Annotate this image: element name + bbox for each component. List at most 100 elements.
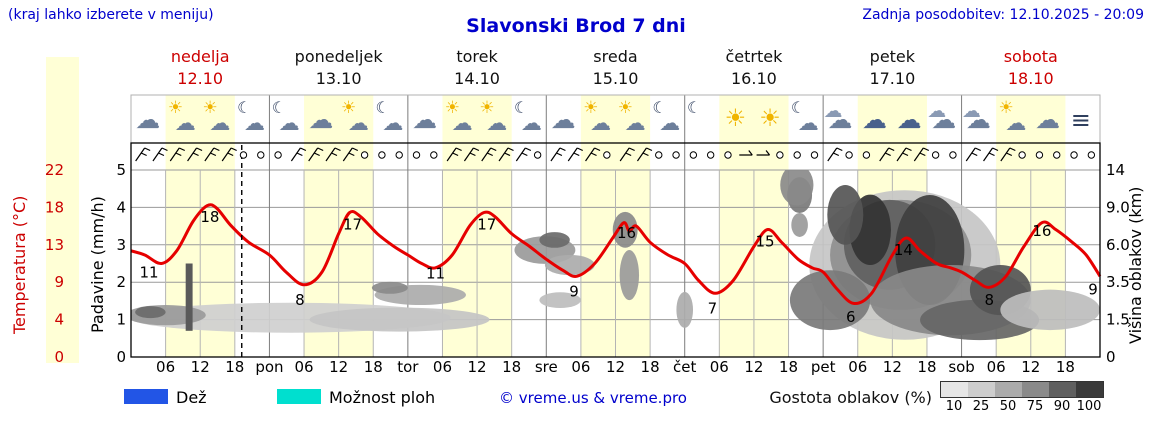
wind-barb (567, 147, 583, 162)
wind-calm-marker (949, 151, 957, 159)
plot-frame (130, 94, 1101, 358)
x-day-tick: čet (673, 358, 696, 376)
wind-calm-marker (412, 151, 421, 159)
density-step (1022, 382, 1049, 397)
wind-barb (619, 147, 635, 162)
wind-barb (515, 147, 532, 162)
precip-bar (185, 263, 193, 331)
wind-barb (896, 147, 912, 162)
temperature-curve (130, 203, 1102, 306)
weather-icon: ☀ ☁ (339, 98, 373, 142)
left-axis-strip (46, 57, 79, 363)
wind-calm-marker (862, 151, 871, 159)
temp-axis-tick: 4 (54, 311, 64, 329)
sun-icon: ☀ (167, 98, 184, 118)
wind-barb (1000, 147, 1016, 162)
density-tick-label: 25 (972, 399, 990, 414)
weather-icon: ☀ (754, 98, 788, 142)
weather-icon: ☾ ☁ (512, 98, 546, 142)
day-date: 16.10 (731, 69, 777, 88)
cloud-blob (789, 270, 871, 331)
weather-icon: ☾ ☁ (235, 98, 269, 142)
x-day-tick: pon (255, 358, 283, 376)
x-hour-tick: 12 (468, 358, 487, 376)
weather-icon: ☁ (893, 98, 927, 142)
wind-calm-marker (430, 151, 438, 159)
wind-calm-marker (655, 151, 663, 159)
density-step (968, 382, 995, 397)
sun-icon: ☀ (583, 98, 599, 118)
x-hour-tick: 18 (364, 358, 383, 376)
wind-calm-marker (1053, 151, 1061, 159)
density-tick-label: 90 (1053, 399, 1071, 414)
temp-value-label: 17 (343, 216, 362, 234)
wind-calm-marker (603, 151, 611, 159)
day-name: četrtek (725, 47, 783, 66)
temp-value-label: 16 (1032, 222, 1051, 240)
wind-barb (827, 147, 843, 162)
sun-icon: ☀ (998, 98, 1014, 118)
x-day-tick: tor (397, 358, 419, 376)
rain-legend-swatch (124, 389, 168, 404)
x-hour-tick: 12 (606, 358, 625, 376)
wind-barb (342, 147, 359, 162)
temp-value-label: 8 (984, 291, 994, 309)
temp-value-label: 9 (569, 283, 579, 301)
cloud-density-scale (940, 381, 1104, 398)
x-hour-tick: 06 (848, 358, 867, 376)
fog-icon: ≡ (1070, 106, 1091, 134)
cloud-icon: ☁ (827, 105, 853, 134)
cloud-icon: ☁ (823, 100, 843, 122)
x-hour-tick: 12 (744, 358, 763, 376)
moon-icon: ☾ (790, 98, 806, 117)
weather-icon: ☾ ☁ (270, 98, 304, 142)
density-tick-label: 10 (945, 399, 963, 414)
x-day-tick: sre (535, 358, 558, 376)
sun-icon: ☀ (724, 104, 747, 132)
day-name: sreda (593, 47, 638, 66)
wind-barb (965, 147, 981, 162)
wind-barb (135, 147, 151, 162)
cloud-icon: ☁ (486, 111, 508, 135)
moon-icon: ☾ (687, 98, 702, 117)
cloud-blob (539, 232, 570, 248)
sun-icon: ☀ (617, 98, 634, 118)
temp-value-label: 18 (200, 208, 219, 226)
temp-axis-tick: 13 (45, 236, 64, 254)
wind-barb (446, 147, 462, 162)
cloud-axis-tick: 6.0 (1106, 236, 1130, 254)
x-hour-tick: 18 (917, 358, 936, 376)
cloud-blob (309, 307, 490, 332)
sun-icon: ☀ (340, 98, 357, 118)
weather-icon: ☁ ☁ (927, 98, 961, 142)
wind-calm-marker (793, 151, 801, 159)
x-hour-tick: 18 (779, 358, 798, 376)
weather-icon: ☀ ☁ (166, 98, 200, 142)
density-tick-label: 75 (1026, 399, 1044, 414)
day-name: sobota (1003, 47, 1058, 66)
precip-axis-tick: 3 (116, 236, 126, 254)
day-date: 18.10 (1007, 69, 1054, 88)
temp-value-label: 17 (477, 216, 496, 234)
wind-calm-marker (274, 151, 282, 159)
wind-barb (585, 147, 601, 162)
wind-barb (481, 147, 497, 162)
cloud-blob (371, 281, 408, 294)
cloud-icon: ☁ (520, 111, 542, 135)
moon-icon: ☾ (237, 98, 252, 117)
wind-calm-marker (257, 151, 265, 159)
wind-barb (187, 147, 203, 162)
sun-icon: ☀ (202, 98, 218, 118)
cloud-icon: ☁ (308, 105, 334, 134)
x-hour-tick: 12 (191, 358, 210, 376)
wind-calm-marker (239, 151, 248, 159)
cloud-blob (135, 306, 166, 319)
cloud-icon: ☁ (174, 111, 196, 135)
cloud-icon: ☁ (451, 111, 473, 135)
x-hour-tick: 12 (883, 358, 902, 376)
day-name: ponedeljek (294, 47, 383, 66)
weather-icon: ☁ (131, 98, 165, 142)
moon-icon: ☾ (271, 98, 287, 117)
cloud-icon: ☁ (278, 111, 300, 135)
